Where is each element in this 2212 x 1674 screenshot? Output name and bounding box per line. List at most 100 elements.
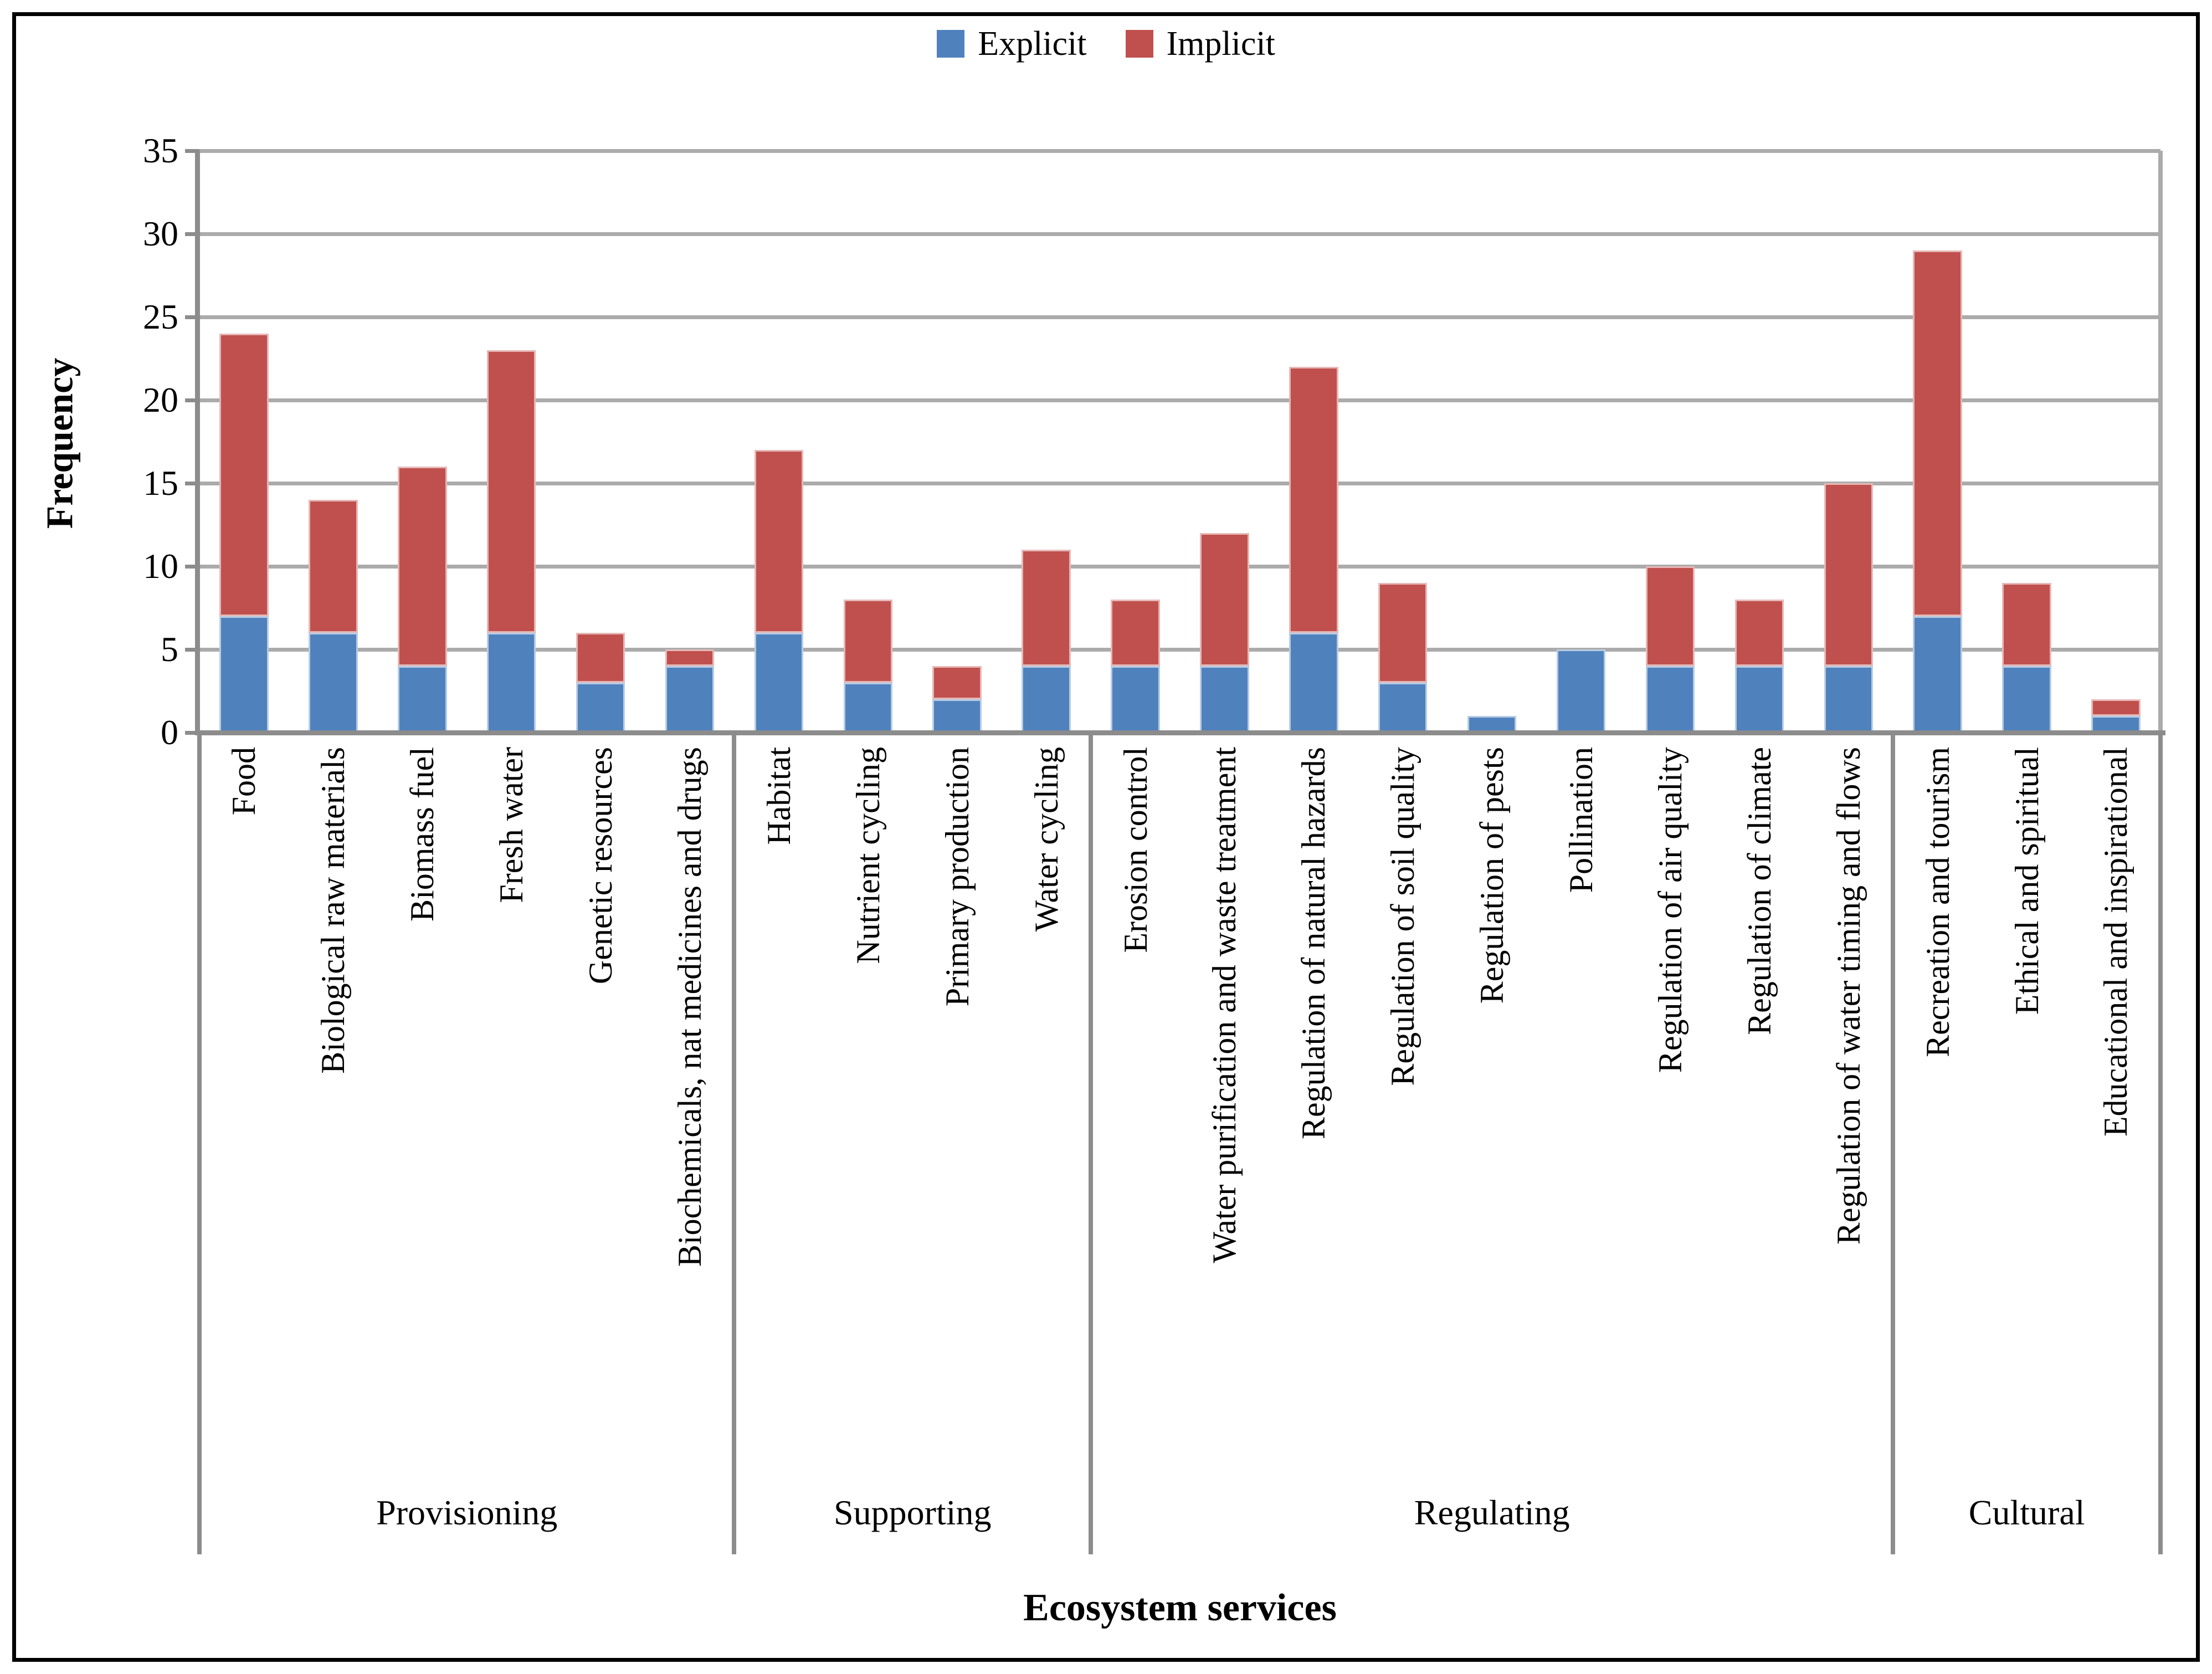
bar-segment-explicit-regulation-of-climate bbox=[1734, 666, 1784, 733]
bar-slot bbox=[1002, 151, 1091, 733]
category-slot: Genetic resources bbox=[556, 747, 645, 1467]
y-axis-tick bbox=[185, 315, 199, 319]
bar-segment-implicit-regulation-of-air-quality bbox=[1645, 566, 1695, 666]
legend-label-explicit: Explicit bbox=[978, 25, 1087, 63]
bar-slot bbox=[1893, 151, 1982, 733]
bar-segment-explicit-habitat bbox=[754, 633, 804, 733]
category-label-nutrient-cycling: Nutrient cycling bbox=[849, 747, 886, 964]
bar-pollination bbox=[1556, 649, 1606, 733]
bar-segment-explicit-biomass-fuel bbox=[398, 666, 447, 733]
category-label-regulation-of-air-quality: Regulation of air quality bbox=[1651, 747, 1688, 1073]
group-divider bbox=[2158, 733, 2163, 1554]
category-label-regulation-of-soil-quality: Regulation of soil quality bbox=[1384, 747, 1421, 1086]
category-slot: Regulation of soil quality bbox=[1358, 747, 1448, 1467]
bar-segment-explicit-biological-raw-materials bbox=[309, 633, 358, 733]
bar-segment-implicit-fresh-water bbox=[486, 350, 536, 633]
category-label-fresh-water: Fresh water bbox=[493, 747, 530, 903]
bar-regulation-of-pests bbox=[1467, 716, 1517, 733]
bar-slot bbox=[289, 151, 378, 733]
category-label-genetic-resources: Genetic resources bbox=[582, 747, 619, 985]
bar-segment-explicit-recreation-and-tourism bbox=[1913, 616, 1962, 733]
bar-segment-implicit-erosion-control bbox=[1111, 600, 1160, 666]
gridline bbox=[199, 398, 2160, 402]
category-label-biochemicals-nat-medicines-and-drugs: Biochemicals, nat medicines and drugs bbox=[671, 747, 708, 1267]
category-slot: Fresh water bbox=[467, 747, 556, 1467]
bar-segment-implicit-food bbox=[219, 334, 269, 616]
bar-segment-implicit-water-purification-and-waste-treatment bbox=[1200, 533, 1249, 666]
bar-segment-implicit-genetic-resources bbox=[576, 633, 625, 683]
category-label-educational-and-inspirational: Educational and inspirational bbox=[2097, 747, 2134, 1137]
y-tick-label-25: 25 bbox=[143, 297, 178, 336]
group-label-supporting: Supporting bbox=[834, 1493, 992, 1532]
category-label-regulation-of-pests: Regulation of pests bbox=[1474, 747, 1511, 1004]
category-label-erosion-control: Erosion control bbox=[1117, 747, 1154, 953]
category-slot: Pollination bbox=[1537, 747, 1626, 1467]
bar-slot bbox=[1091, 151, 1180, 733]
category-slot: Regulation of air quality bbox=[1626, 747, 1715, 1467]
category-slot: Erosion control bbox=[1091, 747, 1180, 1467]
bar-slot bbox=[1715, 151, 1804, 733]
bar-regulation-of-natural-hazards bbox=[1289, 367, 1338, 733]
category-slot: Primary production bbox=[912, 747, 1002, 1467]
bar-segment-explicit-water-purification-and-waste-treatment bbox=[1200, 666, 1249, 733]
bar-slot bbox=[199, 151, 289, 733]
bar-segment-implicit-biological-raw-materials bbox=[309, 500, 358, 633]
bar-segment-explicit-primary-production bbox=[932, 699, 982, 733]
category-label-habitat: Habitat bbox=[760, 747, 797, 845]
category-slot: Nutrient cycling bbox=[823, 747, 912, 1467]
bar-fresh-water bbox=[486, 350, 536, 733]
bar-slot bbox=[1982, 151, 2071, 733]
bar-segment-explicit-nutrient-cycling bbox=[843, 683, 893, 733]
bar-segment-implicit-nutrient-cycling bbox=[843, 600, 893, 683]
legend-swatch-explicit bbox=[937, 30, 965, 58]
bar-slot bbox=[467, 151, 556, 733]
bar-slot bbox=[912, 151, 1002, 733]
category-labels: Food Biological raw materials Biomass fuel… bbox=[199, 747, 2160, 1467]
bar-segment-implicit-regulation-of-water-timing-and-flows bbox=[1824, 483, 1873, 666]
y-axis-tick bbox=[185, 398, 199, 402]
bar-regulation-of-air-quality bbox=[1645, 566, 1695, 733]
y-tick-label-30: 30 bbox=[143, 214, 178, 253]
category-label-water-purification-and-waste-treatment: Water purification and waste treatment bbox=[1206, 747, 1243, 1263]
bar-biochemicals-nat-medicines-and-drugs bbox=[665, 649, 715, 733]
bar-slot bbox=[1358, 151, 1448, 733]
legend-swatch-implicit bbox=[1125, 30, 1153, 58]
category-slot: Ethical and spiritual bbox=[1982, 747, 2071, 1467]
category-label-primary-production: Primary production bbox=[938, 747, 976, 1007]
x-axis-line bbox=[195, 730, 2165, 735]
bar-segment-explicit-regulation-of-natural-hazards bbox=[1289, 633, 1338, 733]
bar-nutrient-cycling bbox=[843, 600, 893, 733]
y-tick-label-5: 5 bbox=[161, 629, 178, 669]
plot-right-border bbox=[2158, 151, 2163, 733]
bar-slot bbox=[1537, 151, 1626, 733]
category-slot: Regulation of natural hazards bbox=[1269, 747, 1358, 1467]
category-label-pollination: Pollination bbox=[1563, 747, 1600, 893]
bar-slot bbox=[2071, 151, 2160, 733]
category-slot: Regulation of water timing and flows bbox=[1804, 747, 1893, 1467]
bar-segment-explicit-fresh-water bbox=[486, 633, 536, 733]
category-label-regulation-of-natural-hazards: Regulation of natural hazards bbox=[1295, 747, 1332, 1140]
bar-segment-implicit-regulation-of-climate bbox=[1734, 600, 1784, 666]
bar-segment-implicit-water-cycling bbox=[1022, 550, 1071, 666]
bar-segment-explicit-regulation-of-pests bbox=[1467, 716, 1517, 733]
bar-slot bbox=[556, 151, 645, 733]
gridline bbox=[199, 232, 2160, 236]
bar-segment-implicit-recreation-and-tourism bbox=[1913, 250, 1962, 616]
bar-segment-explicit-ethical-and-spiritual bbox=[2002, 666, 2051, 733]
category-slot: Water cycling bbox=[1002, 747, 1091, 1467]
group-divider bbox=[1089, 733, 1094, 1554]
gridline bbox=[199, 565, 2160, 569]
bar-segment-explicit-regulation-of-soil-quality bbox=[1378, 683, 1428, 733]
category-label-biological-raw-materials: Biological raw materials bbox=[315, 747, 352, 1074]
y-tick-label-35: 35 bbox=[143, 131, 178, 170]
legend-label-implicit: Implicit bbox=[1166, 25, 1275, 63]
bar-regulation-of-water-timing-and-flows bbox=[1824, 483, 1873, 733]
gridline bbox=[199, 149, 2160, 153]
bar-segment-implicit-ethical-and-spiritual bbox=[2002, 583, 2051, 666]
x-axis-title: Ecosystem services bbox=[1023, 1586, 1337, 1629]
bar-erosion-control bbox=[1111, 600, 1160, 733]
y-tick-label-15: 15 bbox=[143, 463, 178, 503]
bar-slot bbox=[1804, 151, 1893, 733]
y-tick-label-10: 10 bbox=[143, 546, 178, 586]
y-axis-tick bbox=[185, 565, 199, 569]
